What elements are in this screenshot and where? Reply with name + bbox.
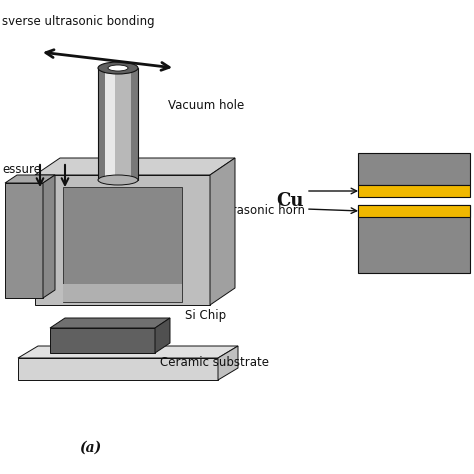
Text: Ceram: Ceram — [393, 238, 435, 252]
Text: Vacuum hole: Vacuum hole — [168, 99, 244, 111]
Bar — [35, 175, 210, 305]
Bar — [63, 284, 182, 302]
Text: Ceramic substrate: Ceramic substrate — [160, 356, 269, 368]
Polygon shape — [18, 346, 238, 358]
Polygon shape — [35, 158, 235, 175]
Text: essure: essure — [2, 163, 41, 176]
Bar — [105, 68, 115, 180]
Bar — [98, 68, 105, 180]
Ellipse shape — [98, 62, 138, 74]
Polygon shape — [218, 346, 238, 380]
Bar — [50, 328, 155, 353]
Text: Ultrasonic horn: Ultrasonic horn — [215, 203, 305, 217]
Bar — [358, 205, 470, 217]
Bar — [358, 153, 470, 185]
Polygon shape — [43, 175, 55, 298]
Polygon shape — [50, 318, 170, 328]
Bar — [358, 185, 470, 197]
Bar — [5, 183, 43, 298]
Bar — [98, 68, 138, 180]
Bar — [115, 68, 131, 180]
Polygon shape — [5, 175, 55, 183]
Text: Si Chip: Si Chip — [185, 309, 226, 321]
Bar — [18, 358, 218, 380]
Text: (a): (a) — [79, 441, 101, 455]
Ellipse shape — [98, 175, 138, 185]
Bar — [358, 205, 470, 273]
Bar — [131, 68, 138, 180]
Text: S: S — [456, 164, 464, 177]
Polygon shape — [210, 158, 235, 305]
Polygon shape — [155, 318, 170, 353]
Ellipse shape — [108, 65, 128, 71]
Text: Cu: Cu — [276, 192, 303, 210]
Text: sverse ultrasonic bonding: sverse ultrasonic bonding — [2, 15, 155, 28]
Bar — [63, 187, 182, 302]
